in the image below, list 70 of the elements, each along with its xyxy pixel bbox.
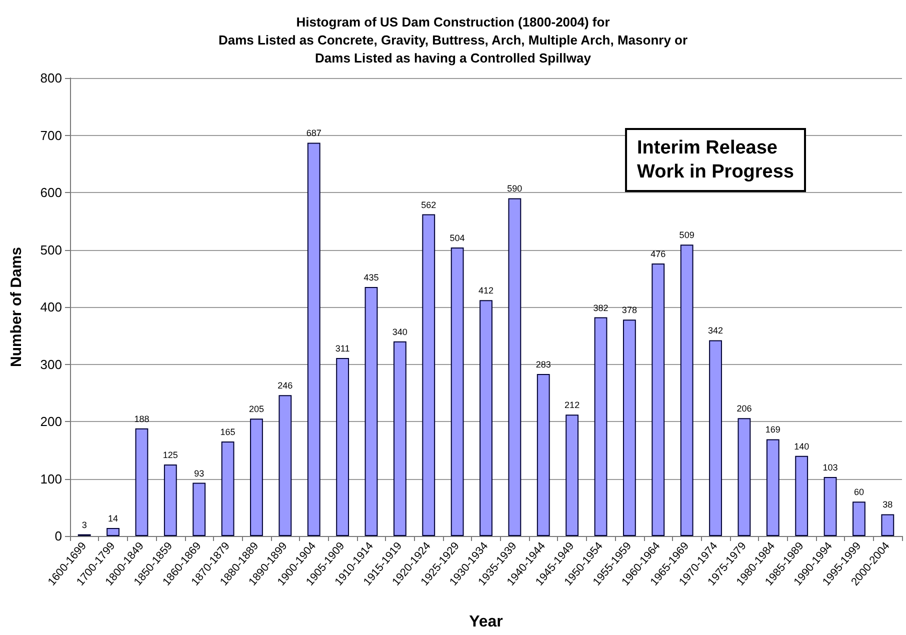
chart-title: Histogram of US Dam Construction (1800-2004) for Dams Listed as Concrete, Gravity, Buttress, Arch, Multiple Arch, Masonry or Dams Listed as having a Controlled Spillway xyxy=(218,14,688,66)
data-label: 382 xyxy=(593,302,608,313)
data-label: 125 xyxy=(162,450,178,460)
bar xyxy=(795,456,808,536)
y-tick-label: 600 xyxy=(40,185,62,200)
bar xyxy=(221,442,234,536)
y-tick-label: 100 xyxy=(40,471,62,486)
annotation: Interim Release Work in Progress xyxy=(637,138,794,182)
y-tick-label: 500 xyxy=(40,242,62,258)
data-label: 14 xyxy=(108,513,118,524)
bar xyxy=(594,317,608,536)
bar xyxy=(652,263,665,536)
y-tick-label: 800 xyxy=(40,70,62,86)
data-label: 205 xyxy=(248,404,264,414)
data-label: 103 xyxy=(822,462,838,473)
data-label: 687 xyxy=(306,128,322,138)
data-label: 435 xyxy=(364,272,379,282)
data-label: 140 xyxy=(794,441,810,452)
data-label: 3 xyxy=(82,520,87,530)
bar xyxy=(278,395,292,536)
data-label: 38 xyxy=(882,500,893,510)
data-label: 246 xyxy=(278,380,293,391)
data-label: 504 xyxy=(450,232,465,243)
y-tick-label: 200 xyxy=(40,414,62,429)
bar xyxy=(709,340,722,536)
data-label: 169 xyxy=(765,424,780,435)
bar xyxy=(508,198,522,536)
data-label: 340 xyxy=(392,326,408,337)
bar xyxy=(824,477,837,536)
y-tick-label: 700 xyxy=(40,128,62,143)
bar xyxy=(336,358,350,536)
bar xyxy=(738,418,751,536)
y-axis-title: Number of Dams xyxy=(8,246,25,368)
data-label: 590 xyxy=(507,184,522,194)
bar xyxy=(480,300,492,536)
bar xyxy=(106,528,120,536)
bar xyxy=(364,286,378,536)
bar xyxy=(192,482,206,536)
bar xyxy=(307,142,320,536)
bar xyxy=(766,439,780,536)
bar xyxy=(536,374,550,536)
data-label: 212 xyxy=(564,400,580,410)
bar xyxy=(881,514,894,536)
bar xyxy=(566,414,579,536)
data-label: 412 xyxy=(478,286,494,296)
y-tick-label: 300 xyxy=(40,356,62,372)
data-label: 562 xyxy=(421,200,436,210)
data-label: 165 xyxy=(220,427,236,438)
data-label: 509 xyxy=(679,230,694,240)
data-label: 60 xyxy=(854,487,864,498)
y-tick-label: 400 xyxy=(40,300,62,314)
y-tick-label: 0 xyxy=(54,528,62,544)
bar xyxy=(450,247,464,536)
data-label: 378 xyxy=(622,305,637,316)
bar xyxy=(852,502,866,536)
bar xyxy=(250,418,263,536)
data-label: 311 xyxy=(335,343,350,354)
bar xyxy=(164,464,177,536)
x-axis-title: Year xyxy=(469,614,503,630)
data-label: 188 xyxy=(134,414,150,424)
data-label: 476 xyxy=(650,248,666,259)
data-label: 283 xyxy=(536,359,551,370)
data-label: 93 xyxy=(194,468,204,478)
bar xyxy=(135,428,148,536)
bar xyxy=(422,214,436,536)
bar xyxy=(680,244,694,536)
bar xyxy=(622,320,636,536)
bar xyxy=(393,341,406,536)
data-label: 342 xyxy=(708,326,724,336)
data-label: 206 xyxy=(736,404,752,414)
